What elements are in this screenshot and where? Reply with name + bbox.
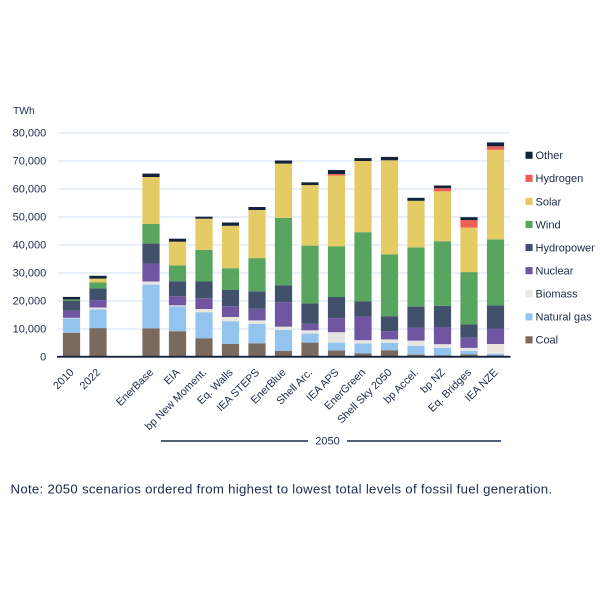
svg-text:Nuclear: Nuclear <box>536 266 574 278</box>
svg-text:60,000: 60,000 <box>13 184 47 196</box>
svg-text:10,000: 10,000 <box>13 324 47 336</box>
svg-text:70,000: 70,000 <box>13 156 47 168</box>
svg-text:Biomass: Biomass <box>536 289 579 301</box>
svg-text:Other: Other <box>536 150 564 162</box>
svg-text:TWh: TWh <box>13 106 35 117</box>
svg-text:40,000: 40,000 <box>13 240 47 252</box>
svg-text:20,000: 20,000 <box>13 296 47 308</box>
svg-text:0: 0 <box>40 351 46 363</box>
svg-text:Wind: Wind <box>536 219 561 231</box>
svg-text:Note: 2050 scenarios ordered f: Note: 2050 scenarios ordered from highes… <box>11 482 553 497</box>
svg-text:Solar: Solar <box>536 196 562 208</box>
svg-text:2050: 2050 <box>315 436 339 448</box>
svg-text:80,000: 80,000 <box>13 128 47 140</box>
svg-text:Coal: Coal <box>536 335 559 347</box>
svg-text:Hydropower: Hydropower <box>536 242 596 254</box>
svg-text:50,000: 50,000 <box>13 212 47 224</box>
svg-text:30,000: 30,000 <box>13 268 47 280</box>
svg-text:Hydrogen: Hydrogen <box>536 173 584 185</box>
svg-text:Natural gas: Natural gas <box>536 312 593 324</box>
